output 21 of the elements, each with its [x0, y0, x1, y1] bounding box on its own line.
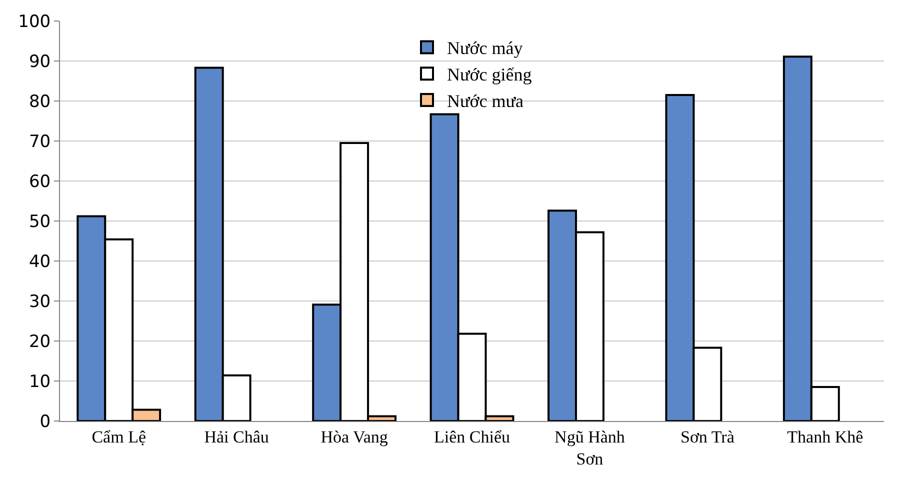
y-tick-label: 30 — [28, 292, 51, 312]
legend-label: Nước giếng — [447, 64, 532, 85]
y-tick-label: 90 — [28, 52, 51, 72]
y-tick-label: 50 — [28, 212, 51, 232]
y-tick-label: 0 — [40, 412, 51, 432]
y-tick-label: 80 — [28, 92, 51, 112]
x-tick-label: Liên Chiểu — [434, 427, 510, 446]
y-tick-label: 70 — [28, 132, 51, 152]
y-tick-label: 40 — [28, 252, 51, 272]
x-tick-label: Hòa Vang — [320, 427, 388, 446]
x-tick-label: Thanh Khê — [787, 427, 864, 446]
x-tick-label: Ngũ Hành Sơn — [554, 427, 626, 468]
x-tick-label: Cẩm Lệ — [92, 427, 146, 446]
y-tick-label: 60 — [28, 172, 51, 192]
y-tick-label: 20 — [28, 332, 51, 352]
legend-label: Nước mưa — [447, 91, 524, 112]
y-tick-label: 100 — [18, 12, 51, 32]
y-tick-label: 10 — [28, 372, 51, 392]
legend-label: Nước máy — [447, 38, 523, 58]
x-tick-label: Hải Châu — [204, 427, 270, 446]
x-tick-label: Sơn Trà — [680, 427, 735, 446]
